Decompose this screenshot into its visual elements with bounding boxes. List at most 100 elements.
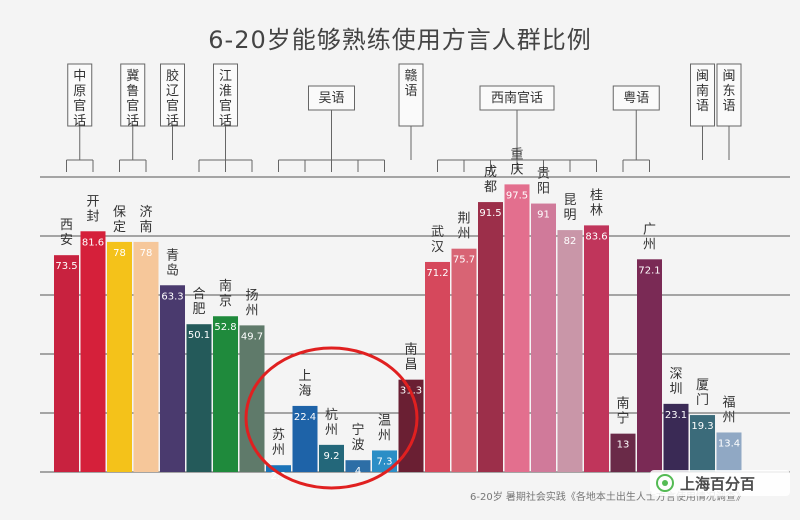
category-label: 杭州	[325, 408, 338, 438]
category-label: 南京	[219, 278, 232, 309]
bar	[345, 460, 371, 472]
group-label-box	[479, 85, 555, 111]
group-label: 江淮官话	[219, 69, 232, 129]
group-label-box	[690, 63, 715, 127]
category-label: 上海	[298, 369, 311, 399]
category-label: 苏州	[272, 427, 285, 458]
category-label: 保定	[113, 205, 126, 235]
category-label: 武汉	[431, 225, 444, 255]
category-label: 青岛	[166, 248, 179, 278]
category-label: 南宁	[616, 396, 629, 427]
group-label: 吴语	[318, 91, 344, 106]
bar	[160, 285, 185, 472]
brand-watermark: 上海百分百	[650, 470, 790, 496]
bar	[451, 248, 477, 472]
bar-value-label: 19.3	[691, 421, 713, 432]
bar-value-label: 97.5	[506, 190, 528, 201]
category-label: 扬州	[245, 288, 258, 318]
bar-value-label: 52.8	[214, 322, 236, 333]
category-label: 荆州	[457, 211, 470, 242]
group-label: 中原官话	[73, 69, 86, 129]
bar	[690, 415, 715, 472]
group-label-box	[120, 63, 146, 127]
bar-value-label: 9.2	[324, 451, 340, 462]
bar-value-label: 72.1	[638, 265, 660, 276]
bar-value-label: 83.6	[585, 231, 607, 242]
bar-value-label: 2.3	[271, 471, 287, 482]
group-label-box	[612, 85, 660, 111]
bar-value-label: 78	[140, 248, 153, 259]
bar-value-label: 13	[617, 440, 630, 451]
bar-value-label: 23.1	[665, 410, 687, 421]
bar	[504, 184, 530, 472]
bar	[425, 261, 450, 472]
category-label: 厦门	[696, 378, 709, 408]
bar-value-label: 22.4	[294, 412, 316, 423]
category-label: 西安	[60, 218, 73, 248]
group-label: 冀鲁官话	[126, 68, 139, 129]
bar	[531, 203, 556, 473]
group-label-box	[160, 63, 185, 127]
bar-value-label: 81.6	[82, 237, 104, 248]
bar	[610, 433, 636, 472]
bar	[186, 324, 212, 472]
bar-value-label: 13.4	[718, 438, 740, 449]
bar-value-label: 82	[564, 236, 577, 247]
bar	[716, 432, 742, 472]
group-label: 闽南语	[696, 69, 709, 114]
bar-value-label: 49.7	[241, 331, 263, 342]
bar-value-label: 71.2	[426, 268, 448, 279]
bar-value-label: 75.7	[453, 255, 475, 266]
bar	[266, 465, 291, 472]
brand-name: 上海百分百	[680, 474, 756, 493]
bar	[54, 255, 79, 472]
bar	[133, 241, 159, 472]
bar	[239, 325, 265, 472]
bar	[584, 225, 609, 472]
group-label: 西南官话	[491, 90, 543, 106]
bar-value-label: 7.3	[377, 456, 393, 467]
chart-title: 6-20岁能够熟练使用方言人群比例	[208, 26, 592, 54]
bar	[478, 202, 503, 472]
bar-value-label: 73.5	[55, 261, 77, 272]
group-label-box	[716, 63, 742, 127]
category-label: 昆明	[563, 193, 576, 223]
bar-value-label: 4	[355, 466, 361, 477]
category-label: 成都	[484, 165, 497, 195]
category-label: 开封	[86, 194, 99, 224]
highlight-ellipse	[244, 346, 419, 490]
bar-value-label: 78	[113, 248, 126, 259]
category-label: 福州	[722, 395, 735, 425]
category-label: 桂林	[590, 188, 603, 218]
group-label-box	[308, 85, 355, 111]
bar-value-label: 63.3	[161, 291, 183, 302]
category-label: 广州	[643, 222, 656, 252]
category-label: 济南	[139, 205, 152, 235]
bar	[319, 444, 344, 472]
group-label: 闽东语	[722, 69, 735, 114]
category-label: 贵阳	[537, 167, 550, 197]
group-label: 粤语	[623, 90, 649, 106]
bar	[80, 231, 106, 472]
wechat-icon	[656, 474, 674, 492]
category-label: 重庆	[510, 146, 523, 177]
bar-value-label: 91	[537, 210, 550, 221]
group-label: 赣语	[404, 69, 417, 99]
category-label: 温州	[378, 413, 391, 443]
group-label-box	[213, 63, 238, 127]
group-label-box	[398, 63, 424, 127]
category-label: 合肥	[192, 287, 205, 317]
bar	[292, 405, 318, 472]
category-label: 宁波	[351, 422, 364, 453]
bar	[213, 316, 238, 472]
bar	[107, 241, 132, 472]
category-label: 深圳	[669, 367, 682, 397]
chart-footnote: 6-20岁 暑期社会实践《各地本土出生人士方言使用情况调查》	[470, 492, 746, 503]
group-label: 胶辽官话	[166, 68, 179, 129]
bar-value-label: 91.5	[479, 208, 501, 219]
bar	[637, 259, 662, 472]
category-label: 南昌	[404, 342, 417, 373]
bar	[663, 403, 689, 472]
